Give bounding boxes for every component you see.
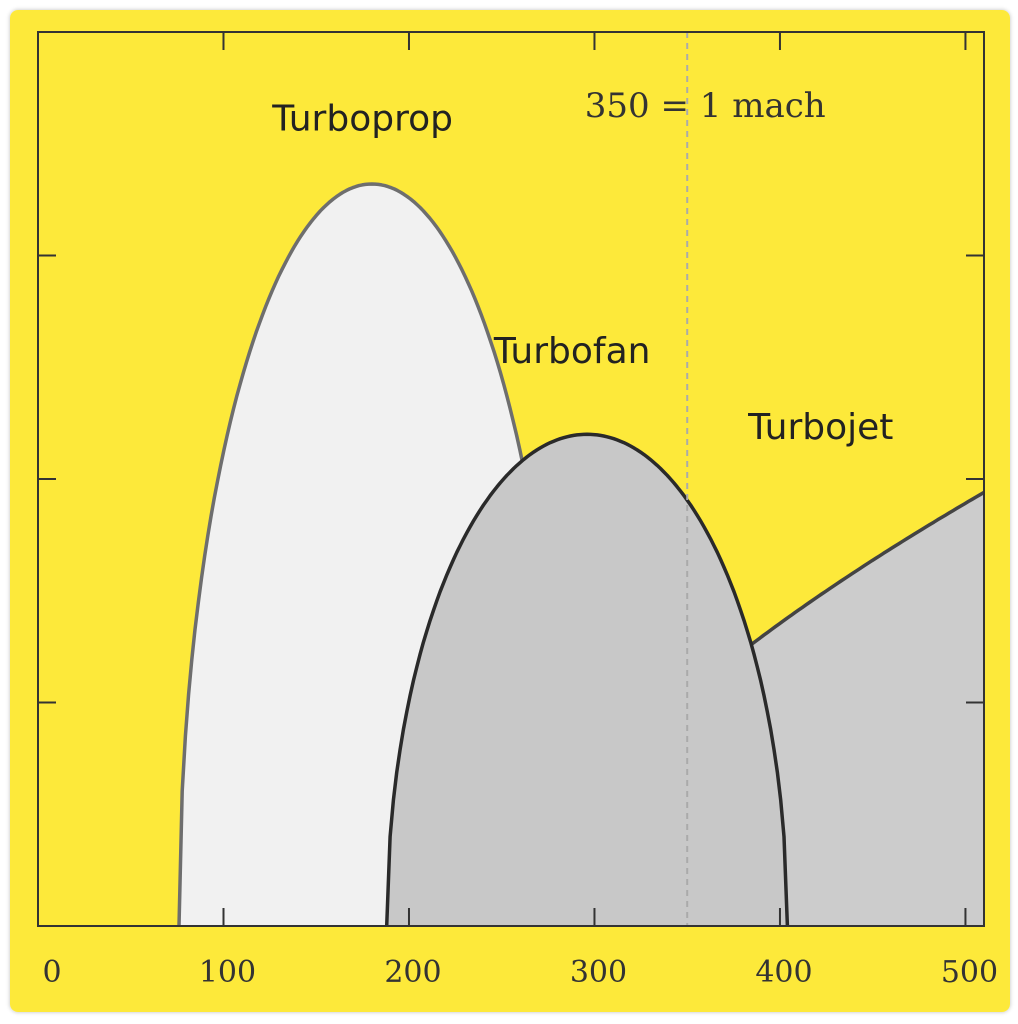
- x-tick-label: 400: [755, 955, 812, 990]
- turboprop-label: Turboprop: [271, 98, 453, 139]
- axes-layer: 0 100 200 300 400 500: [37, 31, 998, 990]
- turbojet-label: Turbojet: [747, 407, 893, 448]
- chart-figure: 0 100 200 300 400 500 Turbojet Turboprop Turbof…: [10, 10, 1010, 1012]
- label-layer: Turbojet Turboprop Turbofan 350 = 1 mach: [271, 86, 893, 448]
- x-tick-label: 0: [42, 955, 61, 990]
- turbofan-label: Turbofan: [493, 331, 651, 372]
- mach-reference-label: 350 = 1 mach: [585, 86, 826, 126]
- chart-svg: 0 100 200 300 400 500 Turbojet Turboprop Turbof…: [10, 10, 1010, 1012]
- turboprop-curve: [177, 182, 567, 927]
- turbofan-curve: [384, 432, 790, 927]
- area-layer: [177, 182, 985, 927]
- x-tick-label: 100: [199, 955, 256, 990]
- x-tick-label: 300: [570, 955, 627, 990]
- x-tick-label: 500: [941, 955, 998, 990]
- x-tick-label: 200: [384, 955, 441, 990]
